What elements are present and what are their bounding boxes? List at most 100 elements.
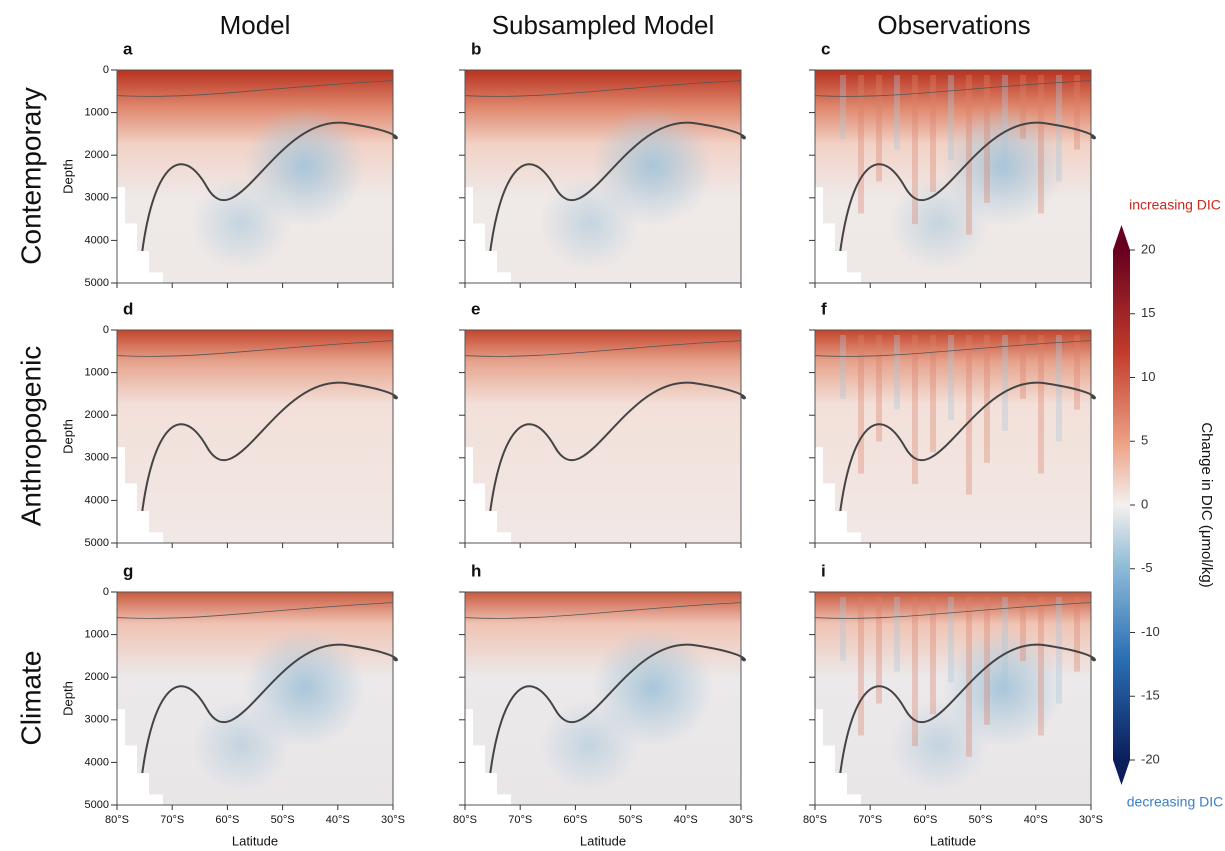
contour [836, 643, 1096, 806]
colorbar-tick-label: 20 [1141, 241, 1155, 256]
land-mask [117, 447, 163, 543]
field-blob [889, 176, 989, 271]
x-tick-label: 30°S [381, 814, 405, 826]
contour [836, 381, 1096, 544]
field-streak [984, 335, 990, 463]
panel-frame [814, 329, 1092, 544]
field-streak [966, 75, 972, 235]
contour [486, 121, 746, 284]
colorbar [1113, 250, 1130, 760]
field-streak [966, 597, 972, 757]
y-tick-label: 3000 [85, 192, 109, 204]
panel-letter: g [123, 561, 133, 580]
colorbar-tick-label: -20 [1141, 751, 1160, 766]
panel-letter: d [123, 299, 133, 318]
field-streak [840, 335, 846, 399]
field-blob [191, 698, 291, 793]
x-tick-label: 80°S [803, 814, 827, 826]
y-tick-label: 0 [103, 64, 109, 76]
x-axis-label: Latitude [580, 833, 626, 848]
row-title: Climate [15, 651, 46, 746]
panel-frame [116, 69, 394, 284]
x-tick-label: 50°S [619, 814, 643, 826]
contour [814, 340, 1092, 357]
contour [116, 340, 394, 357]
field-streak [930, 75, 936, 193]
panel-frame [464, 329, 742, 544]
contour [116, 80, 394, 97]
field-streak [966, 335, 972, 495]
x-tick-label: 50°S [969, 814, 993, 826]
field-streak [858, 335, 864, 474]
field-blob [539, 176, 639, 271]
colorbar-tick-label: 0 [1141, 496, 1148, 511]
field-streak [1056, 597, 1062, 704]
y-axis-label: Depth [60, 681, 75, 716]
field-streak [894, 597, 900, 672]
field-streak [858, 75, 864, 214]
x-tick-label: 70°S [508, 814, 532, 826]
panel-frame [464, 69, 742, 284]
field-streak [1002, 75, 1008, 171]
field [117, 330, 393, 543]
y-tick-label: 2000 [85, 149, 109, 161]
contour [116, 602, 394, 619]
panel-frame [814, 69, 1092, 284]
colorbar-tick-label: 15 [1141, 305, 1155, 320]
contour [138, 381, 398, 544]
x-tick-label: 70°S [858, 814, 882, 826]
land-mask [465, 447, 511, 543]
contour [836, 121, 1096, 284]
contour [464, 340, 742, 357]
y-tick-label: 5000 [85, 277, 109, 289]
colorbar-label: Change in DIC (μmol/kg) [1198, 422, 1215, 587]
colorbar-tick-label: -15 [1141, 688, 1160, 703]
column-title: Model [220, 10, 291, 40]
field-streak [984, 75, 990, 203]
y-tick-label: 4000 [85, 234, 109, 246]
colorbar-tick-label: 5 [1141, 433, 1148, 448]
field-streak [984, 597, 990, 725]
panel-letter: b [471, 39, 481, 58]
field-streak [948, 75, 954, 161]
field-streak [1020, 335, 1026, 399]
x-axis-label: Latitude [930, 833, 976, 848]
column-title: Observations [877, 10, 1030, 40]
y-tick-label: 1000 [85, 367, 109, 379]
field-streak [1020, 597, 1026, 661]
panel-letter: h [471, 561, 481, 580]
x-tick-label: 30°S [729, 814, 753, 826]
y-tick-label: 4000 [85, 756, 109, 768]
field-streak [1074, 75, 1080, 150]
field-streak [876, 597, 882, 704]
field-streak [1002, 597, 1008, 693]
panel-frame [464, 591, 742, 806]
field-streak [840, 597, 846, 661]
field-streak [948, 335, 954, 421]
field-streak [1038, 597, 1044, 736]
land-mask [117, 709, 163, 805]
field-streak [912, 335, 918, 485]
field-streak [948, 597, 954, 683]
panel-frame [116, 329, 394, 544]
contour [814, 602, 1092, 619]
x-tick-label: 60°S [215, 814, 239, 826]
x-tick-label: 30°S [1079, 814, 1103, 826]
x-tick-label: 40°S [1024, 814, 1048, 826]
field-streak [912, 597, 918, 747]
x-tick-label: 70°S [160, 814, 184, 826]
y-tick-label: 0 [103, 324, 109, 336]
colorbar-extend-bottom [1113, 760, 1130, 785]
y-axis-label: Depth [60, 419, 75, 454]
x-axis-label: Latitude [232, 833, 278, 848]
x-tick-label: 60°S [563, 814, 587, 826]
x-tick-label: 40°S [326, 814, 350, 826]
contour [464, 80, 742, 97]
y-tick-label: 3000 [85, 452, 109, 464]
contour [814, 80, 1092, 97]
contour [138, 643, 398, 806]
panel-letter: c [821, 39, 830, 58]
y-tick-label: 2000 [85, 671, 109, 683]
field-streak [930, 335, 936, 453]
